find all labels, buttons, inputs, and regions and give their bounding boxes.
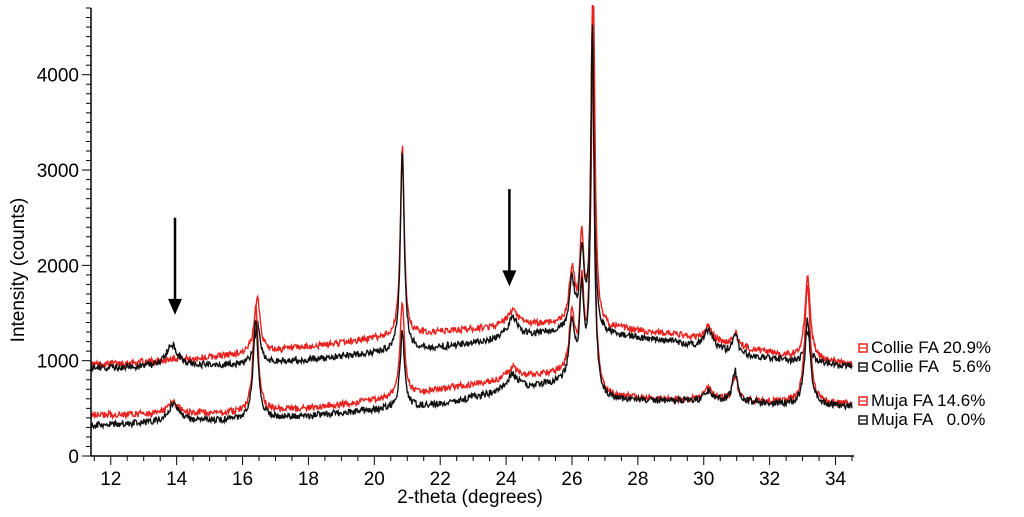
x-tick-label: 32	[759, 469, 780, 490]
legend-marker	[858, 343, 868, 353]
series-line-1	[90, 24, 853, 373]
legend-entry: Collie FA 5.6%	[871, 357, 991, 376]
x-tick-label: 30	[693, 469, 714, 490]
legend-entry: Collie FA 20.9%	[871, 338, 991, 357]
series-line-0	[90, 5, 853, 369]
x-tick-label: 16	[232, 469, 253, 490]
arrow-head-1	[502, 270, 517, 287]
x-tick-label: 14	[166, 469, 188, 490]
x-axis-title: 2-theta (degrees)	[397, 487, 543, 508]
legend-marker	[858, 396, 868, 406]
x-tick-label: 26	[561, 469, 582, 490]
arrow-head-0	[168, 298, 183, 315]
series-line-3	[90, 24, 853, 431]
y-tick-label: 4000	[37, 66, 79, 87]
x-tick-label: 24	[496, 469, 518, 490]
x-tick-label: 20	[364, 469, 385, 490]
x-tick-label: 28	[627, 469, 648, 490]
x-tick-label: 12	[100, 469, 121, 490]
x-tick-label: 18	[298, 469, 319, 490]
y-tick-label: 1000	[37, 352, 79, 373]
legend-entry: Muja FA 0.0%	[871, 410, 985, 429]
legend-entry: Muja FA 14.6%	[871, 391, 985, 410]
y-tick-label: 0	[68, 447, 79, 468]
y-axis-title: Intensity (counts)	[8, 198, 29, 343]
x-tick-label: 34	[825, 469, 847, 490]
y-tick-label: 2000	[37, 256, 79, 277]
legend-marker	[858, 415, 868, 425]
y-tick-label: 3000	[37, 161, 79, 182]
legend-marker	[858, 362, 868, 372]
x-tick-label: 22	[430, 469, 451, 490]
